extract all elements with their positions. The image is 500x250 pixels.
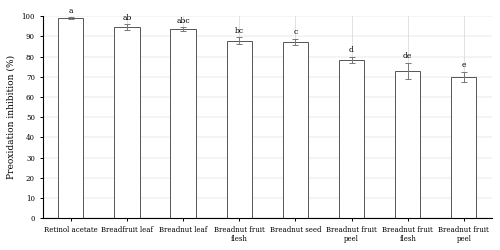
Text: ab: ab	[122, 14, 132, 22]
Bar	[226, 40, 252, 218]
Bar	[282, 42, 308, 218]
Text: e: e	[462, 62, 466, 70]
Bar	[395, 71, 420, 218]
Bar	[451, 77, 476, 218]
Bar	[339, 60, 364, 218]
Text: d: d	[349, 46, 354, 54]
Text: bc: bc	[234, 27, 244, 35]
Text: c: c	[293, 28, 298, 36]
Y-axis label: Preoxidation inhibition (%): Preoxidation inhibition (%)	[7, 55, 16, 179]
Bar	[58, 18, 84, 218]
Text: abc: abc	[176, 17, 190, 25]
Text: a: a	[68, 7, 73, 15]
Text: de: de	[403, 52, 412, 60]
Bar	[114, 28, 140, 218]
Bar	[170, 30, 196, 218]
